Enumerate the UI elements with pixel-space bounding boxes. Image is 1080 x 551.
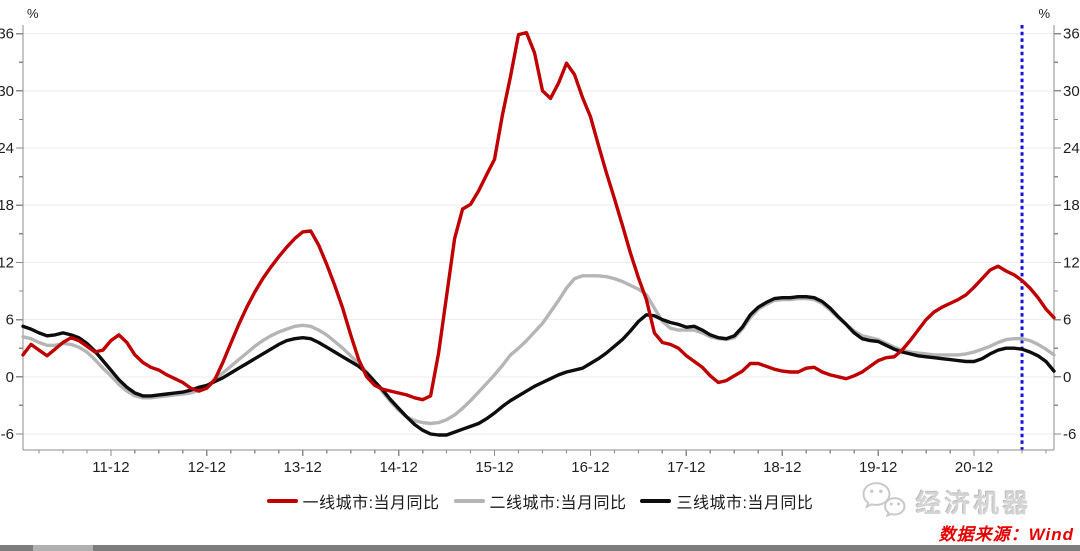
y-axis-label-right: 36 <box>1063 26 1080 43</box>
wechat-bubbles-icon <box>860 479 908 524</box>
y-axis-label-right: 6 <box>1063 312 1071 329</box>
series-line-2 <box>21 274 1056 426</box>
legend-label-tier2: 二线城市:当月同比 <box>489 495 627 512</box>
y-axis-label-right: 0 <box>1063 369 1071 386</box>
data-source-note: 数据来源：Wind <box>938 525 1074 544</box>
y-axis-label-left: 36 <box>0 26 14 43</box>
y-axis-label-left: 30 <box>0 83 14 100</box>
brand-name: 经济机器 <box>916 489 1033 518</box>
x-axis-label: 15-12 <box>475 459 513 476</box>
tier2-line-swatch <box>453 499 485 503</box>
x-axis-label: 12-12 <box>188 459 226 476</box>
brand-watermark: 经济机器 <box>860 479 1032 524</box>
tier1-line-swatch <box>266 499 298 503</box>
x-axis-label: 14-12 <box>379 459 417 476</box>
y-axis-label-left: 6 <box>6 312 14 329</box>
horizontal-scrollbar[interactable] <box>0 545 1080 551</box>
y-axis-label-left: 24 <box>0 140 14 157</box>
x-axis-label: 20-12 <box>955 459 993 476</box>
y-axis-label-right: 24 <box>1063 140 1080 157</box>
tier3-line-swatch <box>640 499 672 503</box>
x-axis-label: 11-12 <box>92 459 129 476</box>
y-axis-label-left: 0 <box>6 369 14 386</box>
scrollbar-thumb[interactable] <box>33 545 93 551</box>
x-tick-labels: 11-12 12-12 13-12 14-12 15-12 16-12 17-12 18-12… <box>92 459 993 476</box>
series-line-3 <box>21 295 1056 437</box>
legend-item-tier3[interactable]: 三线城市:当月同比 <box>640 489 813 513</box>
x-axis-label: 19-12 <box>859 459 897 476</box>
legend-label-tier3: 三线城市:当月同比 <box>676 495 814 512</box>
percent-unit-right: % <box>1038 6 1050 21</box>
legend-item-tier2[interactable]: 二线城市:当月同比 <box>453 489 627 513</box>
x-axis-label: 18-12 <box>763 459 801 476</box>
series-line-1 <box>21 31 1056 402</box>
tiered-city-housing-yoy-chart: -6 -6 0 0 6 6 12 12 18 18 24 24 30 30 36 36% % 11-12 12-12… <box>0 6 1080 476</box>
y-ticks <box>16 32 1061 435</box>
x-axis-label: 16-12 <box>571 459 609 476</box>
y-axis-label-right: 18 <box>1063 197 1080 214</box>
legend: 一线城市:当月同比 二线城市:当月同比 三线城市:当月同比 <box>0 489 1080 513</box>
x-ticks <box>38 450 1047 456</box>
percent-unit-left: % <box>27 6 39 21</box>
y-tick-labels: -6 -6 0 0 6 6 12 12 18 18 24 24 30 30 36 36 <box>0 26 1080 443</box>
y-axis-label-left: 18 <box>0 197 14 214</box>
gridlines <box>23 33 1054 435</box>
y-axis-label-right: -6 <box>1063 426 1076 443</box>
legend-item-tier1[interactable]: 一线城市:当月同比 <box>266 489 440 513</box>
x-axis-label: 13-12 <box>284 459 322 476</box>
axes <box>22 25 1055 451</box>
legend-label-tier1: 一线城市:当月同比 <box>302 495 440 512</box>
x-axis-label: 17-12 <box>667 459 705 476</box>
y-axis-label-left: -6 <box>1 426 14 443</box>
y-axis-label-right: 30 <box>1063 83 1080 100</box>
y-axis-label-right: 12 <box>1063 254 1080 271</box>
y-axis-label-left: 12 <box>0 254 14 271</box>
